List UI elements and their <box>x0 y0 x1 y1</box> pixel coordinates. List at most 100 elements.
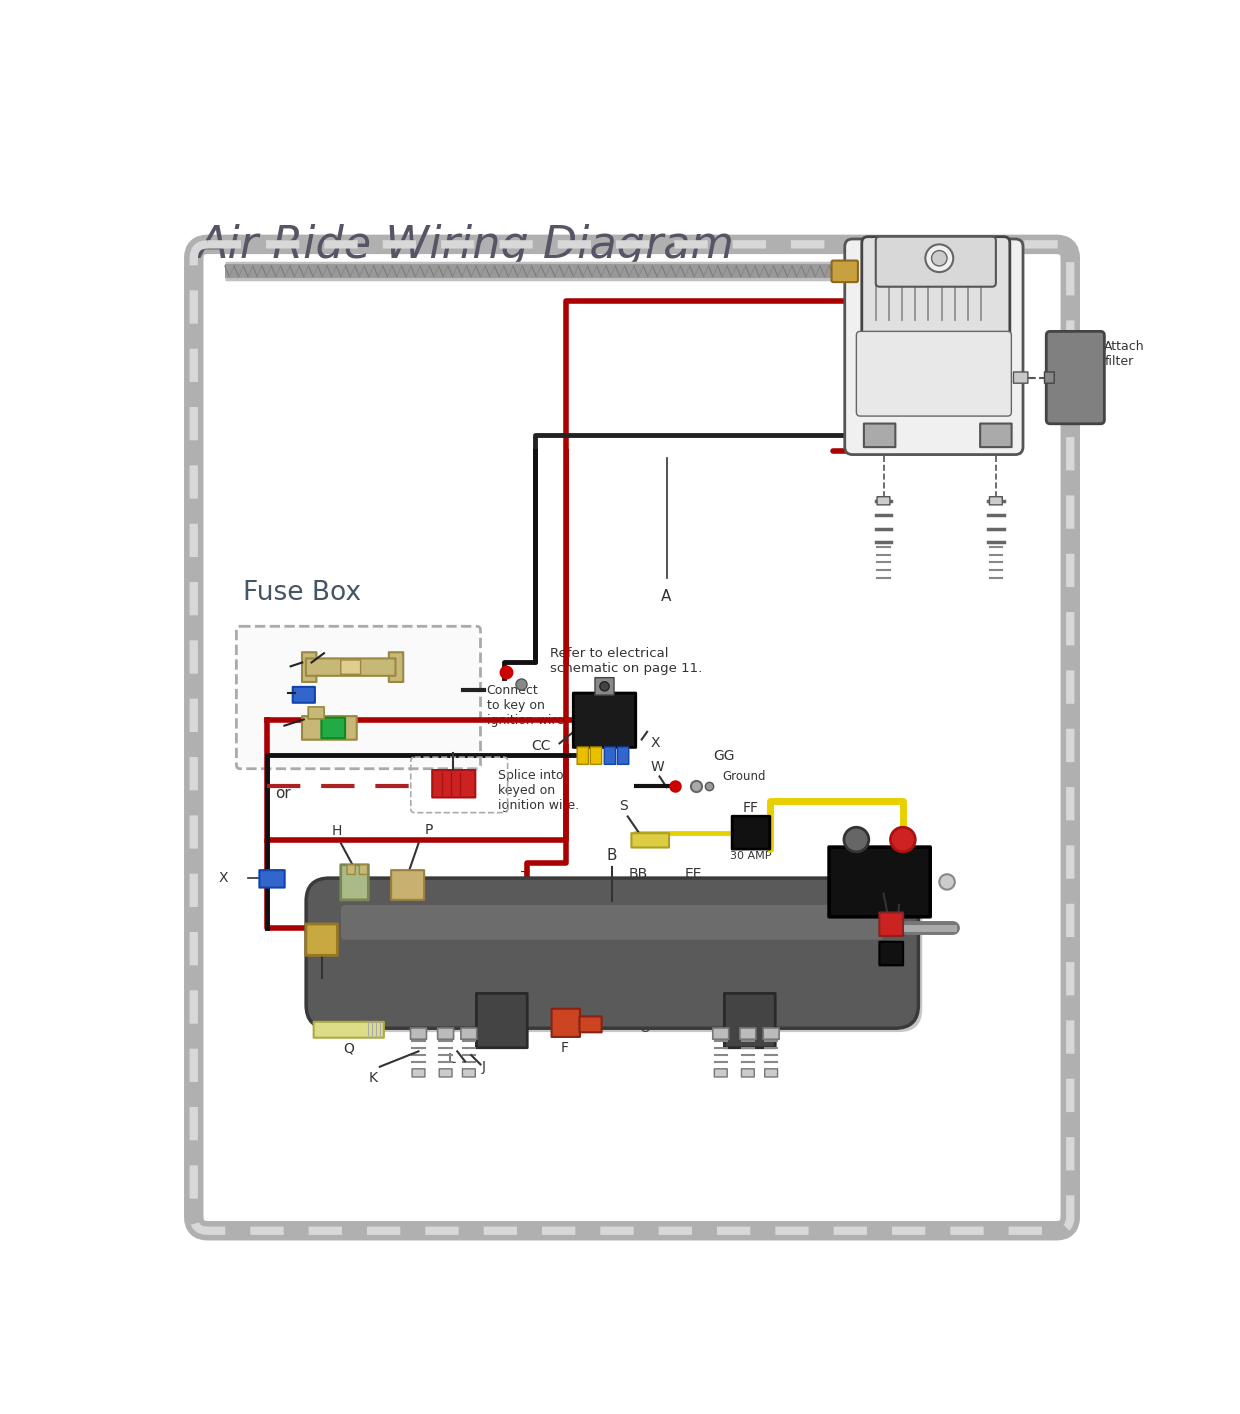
FancyBboxPatch shape <box>412 1069 425 1077</box>
Text: V: V <box>449 735 458 749</box>
FancyBboxPatch shape <box>879 912 903 936</box>
FancyBboxPatch shape <box>389 652 403 682</box>
FancyBboxPatch shape <box>875 236 996 287</box>
FancyBboxPatch shape <box>341 905 883 940</box>
FancyBboxPatch shape <box>714 1069 727 1077</box>
FancyBboxPatch shape <box>740 1028 756 1039</box>
FancyBboxPatch shape <box>595 677 614 696</box>
FancyBboxPatch shape <box>713 1028 729 1039</box>
Text: +: + <box>897 830 910 848</box>
FancyBboxPatch shape <box>724 994 775 1048</box>
Text: CC: CC <box>531 738 551 752</box>
FancyBboxPatch shape <box>844 239 1023 454</box>
FancyBboxPatch shape <box>604 747 615 765</box>
Text: Refer to electrical
schematic on page 11.: Refer to electrical schematic on page 11… <box>551 648 703 674</box>
FancyBboxPatch shape <box>463 1069 475 1077</box>
FancyBboxPatch shape <box>433 771 475 797</box>
FancyBboxPatch shape <box>879 942 903 966</box>
Text: GG: GG <box>713 749 734 764</box>
Text: H: H <box>332 824 342 839</box>
Text: Ground: Ground <box>722 771 766 783</box>
FancyBboxPatch shape <box>303 652 316 682</box>
Text: X: X <box>280 658 290 672</box>
Text: Connect
to key on
ignition wire: Connect to key on ignition wire <box>486 684 564 727</box>
Text: O: O <box>888 874 898 888</box>
Text: X: X <box>218 871 228 885</box>
Text: X: X <box>651 737 661 751</box>
FancyBboxPatch shape <box>732 816 770 848</box>
FancyBboxPatch shape <box>980 424 1012 447</box>
FancyBboxPatch shape <box>765 1069 777 1077</box>
Text: Fuse Box: Fuse Box <box>243 580 361 607</box>
FancyBboxPatch shape <box>990 496 1002 505</box>
FancyBboxPatch shape <box>742 1069 754 1077</box>
Text: or: or <box>275 786 290 800</box>
FancyBboxPatch shape <box>391 870 424 899</box>
Text: W: W <box>650 761 665 773</box>
FancyBboxPatch shape <box>303 715 357 740</box>
FancyBboxPatch shape <box>1047 331 1105 424</box>
FancyBboxPatch shape <box>410 1028 427 1039</box>
Text: J: J <box>482 1059 486 1073</box>
Text: K: K <box>370 1070 378 1085</box>
FancyBboxPatch shape <box>438 1028 454 1039</box>
Circle shape <box>925 245 954 271</box>
FancyBboxPatch shape <box>321 718 345 738</box>
FancyBboxPatch shape <box>864 424 895 447</box>
Text: EE: EE <box>684 867 702 881</box>
FancyBboxPatch shape <box>577 747 589 765</box>
Text: 30 AMP: 30 AMP <box>730 851 771 861</box>
Text: P: P <box>424 823 433 837</box>
FancyBboxPatch shape <box>552 1008 580 1036</box>
Text: Attach
filter: Attach filter <box>1105 341 1145 369</box>
Text: BB: BB <box>629 867 647 881</box>
Text: O: O <box>640 1021 650 1035</box>
FancyBboxPatch shape <box>306 878 919 1028</box>
Text: F: F <box>560 1041 568 1055</box>
FancyBboxPatch shape <box>631 833 670 847</box>
Text: L: L <box>448 1052 456 1066</box>
FancyBboxPatch shape <box>830 847 930 916</box>
FancyBboxPatch shape <box>341 660 361 674</box>
Circle shape <box>940 874 955 889</box>
FancyBboxPatch shape <box>1044 372 1054 383</box>
FancyBboxPatch shape <box>862 236 1009 349</box>
FancyBboxPatch shape <box>309 707 324 718</box>
Text: T: T <box>521 871 529 884</box>
Text: Q: Q <box>343 1041 355 1055</box>
Text: Z: Z <box>330 636 339 650</box>
Text: FF: FF <box>743 800 759 814</box>
Text: M: M <box>899 885 910 899</box>
Text: S: S <box>620 799 629 813</box>
FancyBboxPatch shape <box>476 994 527 1048</box>
Text: AA: AA <box>265 723 285 737</box>
FancyBboxPatch shape <box>573 693 636 748</box>
FancyBboxPatch shape <box>360 865 367 874</box>
FancyBboxPatch shape <box>306 925 337 956</box>
Text: Existing Fuse: Existing Fuse <box>283 749 365 762</box>
FancyBboxPatch shape <box>310 882 923 1032</box>
FancyBboxPatch shape <box>259 870 285 888</box>
Text: A: A <box>661 590 672 604</box>
FancyBboxPatch shape <box>579 1017 601 1032</box>
FancyBboxPatch shape <box>293 687 315 703</box>
FancyBboxPatch shape <box>832 260 858 283</box>
Text: -: - <box>853 830 859 848</box>
FancyBboxPatch shape <box>763 1028 779 1039</box>
FancyBboxPatch shape <box>347 865 355 874</box>
Circle shape <box>844 827 869 851</box>
FancyBboxPatch shape <box>439 1069 453 1077</box>
Text: B: B <box>608 847 618 863</box>
Text: Splice into
keyed on
ignition wire.: Splice into keyed on ignition wire. <box>497 769 579 812</box>
FancyBboxPatch shape <box>461 1028 477 1039</box>
FancyBboxPatch shape <box>1013 372 1028 383</box>
Circle shape <box>600 682 609 691</box>
Text: Air Ride Wiring Diagram: Air Ride Wiring Diagram <box>197 223 734 267</box>
FancyBboxPatch shape <box>590 747 601 765</box>
FancyBboxPatch shape <box>314 1022 384 1038</box>
Circle shape <box>890 827 915 851</box>
FancyBboxPatch shape <box>877 496 890 505</box>
FancyBboxPatch shape <box>618 747 629 765</box>
Text: Ground: Ground <box>430 672 476 684</box>
FancyBboxPatch shape <box>306 659 396 676</box>
